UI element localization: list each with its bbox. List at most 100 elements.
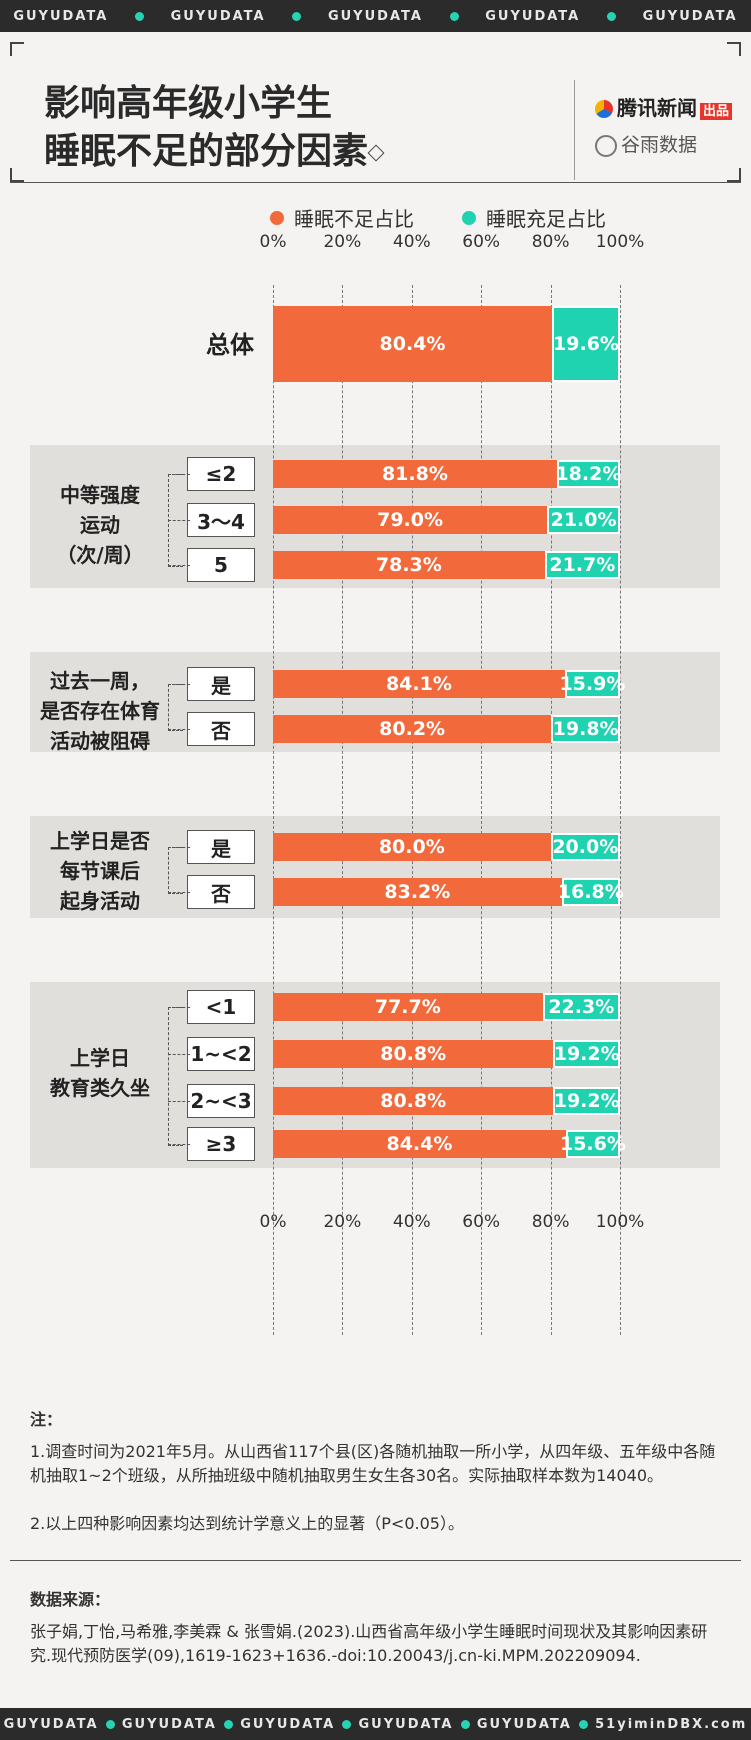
x-tick-label-bottom: 20% xyxy=(323,1212,362,1232)
bar-insufficient: 81.8% xyxy=(273,460,557,488)
bar-insufficient: 80.8% xyxy=(273,1087,554,1115)
bracket-tick xyxy=(168,1054,190,1055)
bar-sufficient: 15.6% xyxy=(560,1130,626,1158)
bracket-tick xyxy=(168,729,190,730)
bar-sufficient: 19.8% xyxy=(551,715,620,743)
banner-text: GUYUDATA xyxy=(13,8,109,24)
note-line-2: 2.以上四种影响因素均达到统计学意义上的显著（P<0.05）。 xyxy=(30,1514,464,1533)
header: 影响高年级小学生 睡眠不足的部分因素 腾讯新闻 出品 谷雨数据 xyxy=(10,42,741,183)
banner-text: GUYUDATA xyxy=(170,8,266,24)
header-divider xyxy=(574,80,575,180)
banner-dot-icon xyxy=(460,1719,470,1729)
category-box: 否 xyxy=(187,875,255,909)
gridline xyxy=(481,285,483,1335)
x-tick-label-top: 60% xyxy=(462,232,501,252)
bar-sufficient: 15.9% xyxy=(559,670,625,698)
bracket-tick xyxy=(168,892,190,893)
bracket-tick xyxy=(168,1007,190,1008)
bar-sufficient: 21.0% xyxy=(547,506,620,534)
banner-dot-icon xyxy=(606,11,616,21)
guyu-data-brand: 谷雨数据 xyxy=(595,130,697,157)
bar-sufficient: 18.2% xyxy=(555,460,621,488)
corner-mark xyxy=(727,168,741,182)
corner-mark xyxy=(10,42,24,56)
guyu-logo-icon xyxy=(595,135,617,157)
bar-insufficient: 77.7% xyxy=(273,993,543,1021)
notes-heading: 注： xyxy=(30,1410,63,1429)
x-tick-label-bottom: 80% xyxy=(531,1212,570,1232)
bar-insufficient: 80.4% xyxy=(273,306,552,382)
x-tick-label-bottom: 40% xyxy=(392,1212,431,1232)
bracket-tick xyxy=(168,565,190,566)
banner-dot-icon xyxy=(578,1719,588,1729)
banner-text: GUYUDATA xyxy=(476,1716,572,1732)
gridline xyxy=(620,285,621,1335)
bar-sufficient: 16.8% xyxy=(558,878,624,906)
banner-dot-icon xyxy=(134,11,144,21)
banner-text: GUYUDATA xyxy=(3,1716,99,1732)
banner-text: 51yiminDBX.com xyxy=(595,1716,748,1732)
tencent-news-logo-icon xyxy=(595,100,613,118)
category-box: 是 xyxy=(187,830,255,864)
banner-dot-icon xyxy=(342,1719,352,1729)
bracket-tick xyxy=(168,847,190,848)
bracket-tick xyxy=(168,684,190,685)
group-label: 上学日是否 每节课后 起身活动 xyxy=(50,829,150,913)
x-tick-label-top: 0% xyxy=(259,232,287,252)
gridline xyxy=(273,285,274,1335)
banner-text: GUYUDATA xyxy=(485,8,581,24)
bar-insufficient: 78.3% xyxy=(273,551,545,579)
banner-text: GUYUDATA xyxy=(327,8,423,24)
x-tick-label-top: 80% xyxy=(531,232,570,252)
banner-dot-icon xyxy=(449,11,459,21)
bracket-tick xyxy=(168,1144,190,1145)
corner-mark xyxy=(727,42,741,56)
brand1-name: 腾讯新闻 xyxy=(617,96,697,120)
banner-text: GUYUDATA xyxy=(121,1716,217,1732)
source-text: 张子娟,丁怡,马希雅,李美霖 & 张雪娟.(2023).山西省高年级小学生睡眠时… xyxy=(30,1622,708,1665)
legend-label: 睡眠不足占比 xyxy=(294,207,414,231)
category-box: 否 xyxy=(187,712,255,746)
x-tick-label-top: 40% xyxy=(392,232,431,252)
bracket-tick xyxy=(168,474,190,475)
title-line-2: 睡眠不足的部分因素 xyxy=(44,131,369,172)
category-box: 是 xyxy=(187,667,255,701)
gridline xyxy=(342,285,344,1335)
top-banner: GUYUDATA GUYUDATA GUYUDATA GUYUDATA GUYUDATA xyxy=(0,0,751,32)
bar-sufficient: 22.3% xyxy=(542,993,620,1021)
x-tick-label-top: 100% xyxy=(595,232,645,252)
group-bracket xyxy=(168,684,183,731)
bar-insufficient: 80.2% xyxy=(273,715,552,743)
bar-insufficient: 84.1% xyxy=(273,670,565,698)
bracket-tick xyxy=(168,1101,190,1102)
bottom-banner: GUYUDATA GUYUDATA GUYUDATA GUYUDATA GUYUDATA… xyxy=(0,1708,751,1740)
legend-item: 睡眠不足占比 xyxy=(270,203,414,232)
banner-dot-icon xyxy=(292,11,302,21)
bar-sufficient: 21.7% xyxy=(544,551,620,579)
bar-insufficient: 80.0% xyxy=(273,833,551,861)
banner-text: GUYUDATA xyxy=(240,1716,336,1732)
bar-sufficient: 19.2% xyxy=(553,1040,620,1068)
category-box: ≥3 xyxy=(187,1127,255,1161)
gridline xyxy=(550,285,552,1335)
brand2-name: 谷雨数据 xyxy=(621,134,698,156)
category-box: 5 xyxy=(187,548,255,582)
banner-dot-icon xyxy=(105,1719,115,1729)
title-line-1: 影响高年级小学生 xyxy=(44,83,333,124)
gridline xyxy=(411,285,413,1335)
legend-item: 睡眠充足占比 xyxy=(462,203,606,232)
category-box: <1 xyxy=(187,990,255,1024)
bar-insufficient: 79.0% xyxy=(273,506,548,534)
bracket-tick xyxy=(168,520,190,521)
corner-mark xyxy=(10,168,24,182)
tencent-news-brand: 腾讯新闻 出品 xyxy=(595,92,733,121)
notes-divider xyxy=(10,1560,741,1561)
x-tick-label-bottom: 60% xyxy=(462,1212,501,1232)
legend-swatch xyxy=(462,210,476,225)
bar-sufficient: 20.0% xyxy=(550,833,620,861)
banner-dot-icon xyxy=(224,1719,234,1729)
category-box: ≤2 xyxy=(187,457,255,491)
category-box: 2~<3 xyxy=(187,1084,255,1118)
bar-insufficient: 80.8% xyxy=(273,1040,554,1068)
legend-swatch xyxy=(270,210,284,225)
